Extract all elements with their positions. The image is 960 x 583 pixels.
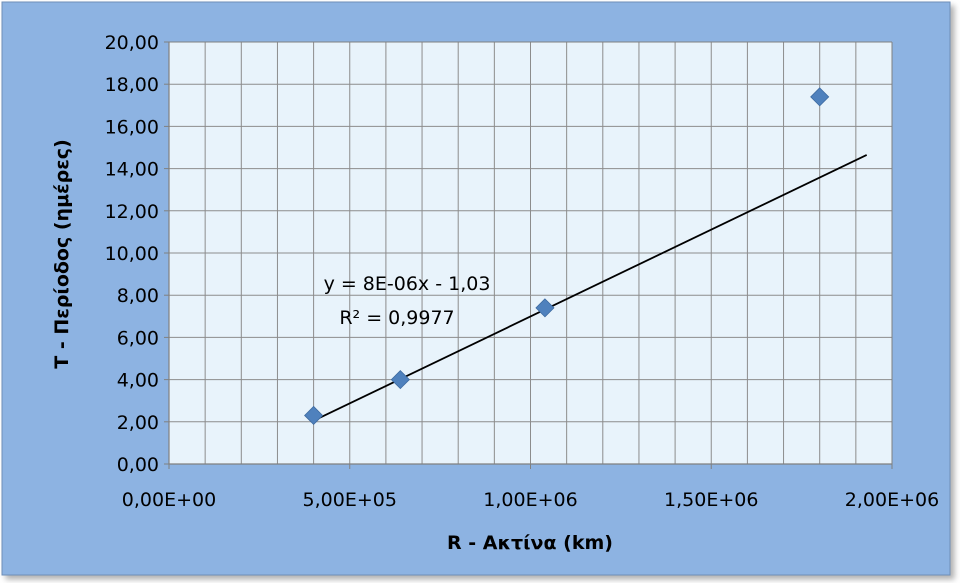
x-tick-label: 1,50E+06 — [664, 489, 758, 511]
trendline-r-squared: R² = 0,9977 — [339, 307, 454, 329]
axes — [164, 41, 893, 469]
y-tick-label: 14,00 — [105, 159, 159, 181]
x-tick-label: 5,00E+05 — [303, 489, 397, 511]
y-tick-label: 2,00 — [117, 412, 159, 434]
gridlines — [169, 41, 892, 464]
y-axis-tick-labels: 0,00 2,00 4,00 6,00 8,00 10,00 12,00 14,00 16,00… — [105, 32, 159, 476]
x-tick-label: 2,00E+06 — [845, 489, 939, 511]
data-point-marker — [304, 405, 324, 426]
data-point-marker — [535, 298, 555, 318]
y-tick-label: 8,00 — [117, 285, 159, 307]
y-tick-label: 0,00 — [117, 454, 159, 476]
y-tick-label: 20,00 — [105, 32, 159, 54]
y-axis-title: T - Περίοδος (ημέρες) — [51, 139, 73, 368]
data-point-marker — [390, 370, 410, 390]
data-points — [304, 87, 830, 426]
x-tick-label: 0,00E+00 — [122, 489, 216, 511]
y-tick-label: 16,00 — [105, 116, 159, 138]
y-tick-label: 6,00 — [117, 327, 159, 349]
x-axis-title: R - Ακτίνα (km) — [447, 532, 613, 554]
x-tick-label: 1,00E+06 — [483, 489, 577, 511]
y-tick-label: 18,00 — [105, 74, 159, 96]
y-tick-label: 10,00 — [105, 243, 159, 265]
x-axis-tick-labels: 0,00E+00 5,00E+05 1,00E+06 1,50E+06 2,00E+06 — [122, 489, 939, 511]
trendline-equation: y = 8E-06x - 1,03 — [324, 273, 491, 295]
y-tick-label: 12,00 — [105, 201, 159, 223]
y-tick-label: 4,00 — [117, 370, 159, 392]
data-point-marker — [810, 87, 830, 107]
